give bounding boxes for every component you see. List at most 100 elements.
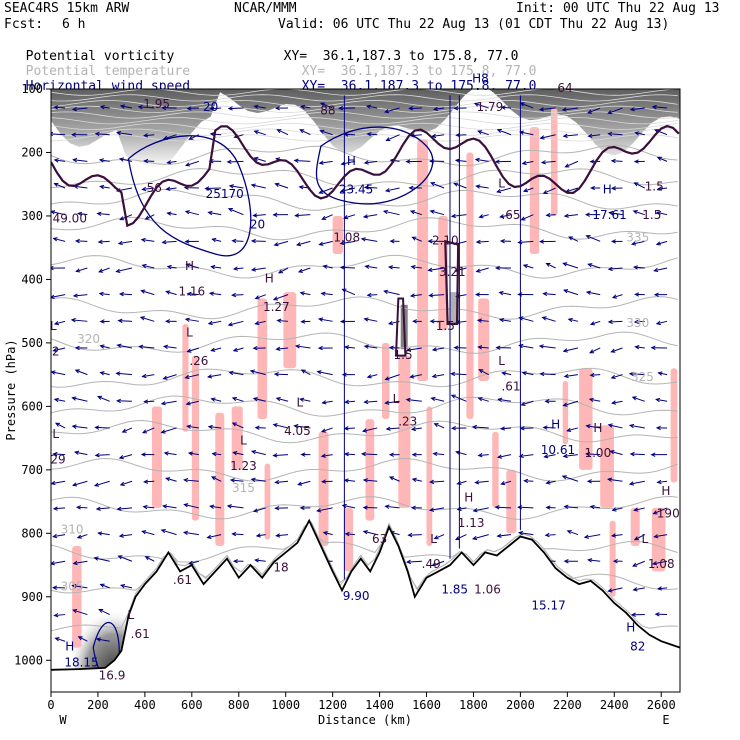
pv-contour-tropopause — [51, 124, 680, 228]
wind-vector-head — [321, 215, 327, 220]
theta-label: 335 — [626, 230, 649, 244]
wind-vector — [385, 505, 400, 509]
contour-label: 190 — [657, 506, 680, 520]
x-tick-label: 1400 — [365, 698, 394, 712]
legend-potential-temperature: Potential temperature — [10, 51, 190, 79]
wind-vector — [98, 609, 110, 616]
wind-vector — [363, 530, 378, 536]
terrain-fill — [51, 520, 680, 692]
wind-vector — [586, 425, 601, 429]
legend-label: Potential temperature — [25, 64, 191, 79]
wind-vector-head — [494, 265, 501, 271]
wind-vector-head — [405, 347, 412, 352]
theta-contour-upper — [51, 94, 678, 102]
wind-vector-head — [410, 505, 416, 511]
wind-vector — [476, 267, 489, 273]
wind-vector — [656, 240, 668, 245]
wind-vector — [412, 478, 422, 482]
wind-vector-head — [293, 158, 299, 163]
theta-contour-upper — [51, 99, 678, 108]
wind-vector-head — [410, 264, 416, 270]
wind-vector-head — [363, 317, 369, 322]
model-title: SEAC4RS 15km ARW — [4, 1, 130, 16]
wind-vector — [633, 587, 645, 591]
wind-vector-head — [185, 401, 191, 406]
vertical-motion-streak — [191, 355, 200, 521]
theta-contour — [51, 419, 678, 444]
wind-vector — [167, 160, 177, 164]
wind-vector-head — [496, 454, 503, 459]
wind-vector-head — [366, 132, 372, 137]
forecast-value: 6 h — [62, 17, 86, 32]
wind-vector-head — [362, 530, 368, 535]
wind-vector-head — [253, 130, 259, 135]
wind-vector — [96, 507, 110, 510]
wind-vector-head — [163, 451, 169, 456]
contour-label: 20 — [250, 218, 265, 232]
wind-vector-head — [51, 131, 54, 137]
wind-vector — [208, 426, 222, 429]
wind-vector-head — [360, 451, 366, 457]
contour-label: 1.95 — [143, 97, 170, 111]
wind-vector-head — [652, 510, 658, 515]
wind-vector-head — [232, 347, 238, 352]
wind-vector-head — [118, 455, 124, 460]
wind-vector-head — [586, 479, 592, 484]
wind-vector — [519, 344, 534, 349]
wind-vector-head — [650, 345, 656, 350]
wind-vector-head — [477, 130, 483, 135]
wind-vector-head — [477, 345, 483, 350]
contour-label: 1.23 — [230, 459, 257, 473]
wind-vector — [228, 320, 244, 326]
wind-vector — [345, 400, 355, 403]
wind-vector — [98, 532, 110, 536]
wind-vector — [521, 400, 534, 406]
wind-vector — [184, 531, 199, 536]
theta-contour-upper — [51, 105, 678, 113]
wind-vector-head — [339, 240, 345, 246]
wind-vector — [562, 475, 579, 482]
theta-contour-upper — [51, 117, 678, 125]
wind-vector-head — [450, 394, 456, 399]
wind-vector — [161, 400, 177, 405]
wind-vector-head — [388, 452, 394, 457]
wind-vector-head — [51, 480, 56, 486]
wind-vector-head — [97, 531, 103, 536]
wind-vector — [78, 636, 88, 642]
wind-vector-head — [363, 344, 369, 349]
theta-contour — [51, 395, 678, 417]
theta-contour — [51, 521, 678, 632]
wind-vector — [478, 397, 489, 402]
wind-vector — [294, 425, 311, 429]
wind-vector-head — [274, 505, 280, 511]
wind-vector — [55, 422, 66, 429]
wind-vector — [654, 129, 668, 136]
wind-vector — [139, 345, 155, 349]
wind-vector-head — [456, 506, 462, 512]
wind-vector-head — [383, 289, 389, 294]
wind-vector-head — [428, 293, 434, 298]
wind-vector-head — [545, 480, 551, 485]
wind-vector-head — [500, 481, 506, 486]
wind-vector — [97, 396, 110, 402]
wind-vector — [184, 504, 199, 509]
wind-vector — [588, 559, 601, 562]
wind-vector-head — [99, 583, 105, 588]
wind-vector-head — [186, 424, 192, 429]
contour-label: L — [186, 326, 193, 340]
wind-vector-head — [165, 290, 171, 295]
wind-vector — [589, 398, 601, 402]
wind-vector — [301, 105, 311, 109]
wind-vector-head — [272, 423, 278, 428]
wind-vector-head — [545, 212, 551, 218]
wind-vector — [321, 454, 333, 457]
wind-vector-head — [429, 319, 435, 324]
wind-vector — [276, 397, 289, 402]
wind-vector — [456, 451, 467, 456]
wind-vector-head — [363, 160, 369, 165]
contour-label: 1.27 — [263, 300, 290, 314]
wind-vector — [278, 267, 289, 274]
wind-vector-head — [186, 291, 192, 297]
wind-vector-head — [51, 561, 55, 566]
contour-label: H — [551, 418, 560, 432]
